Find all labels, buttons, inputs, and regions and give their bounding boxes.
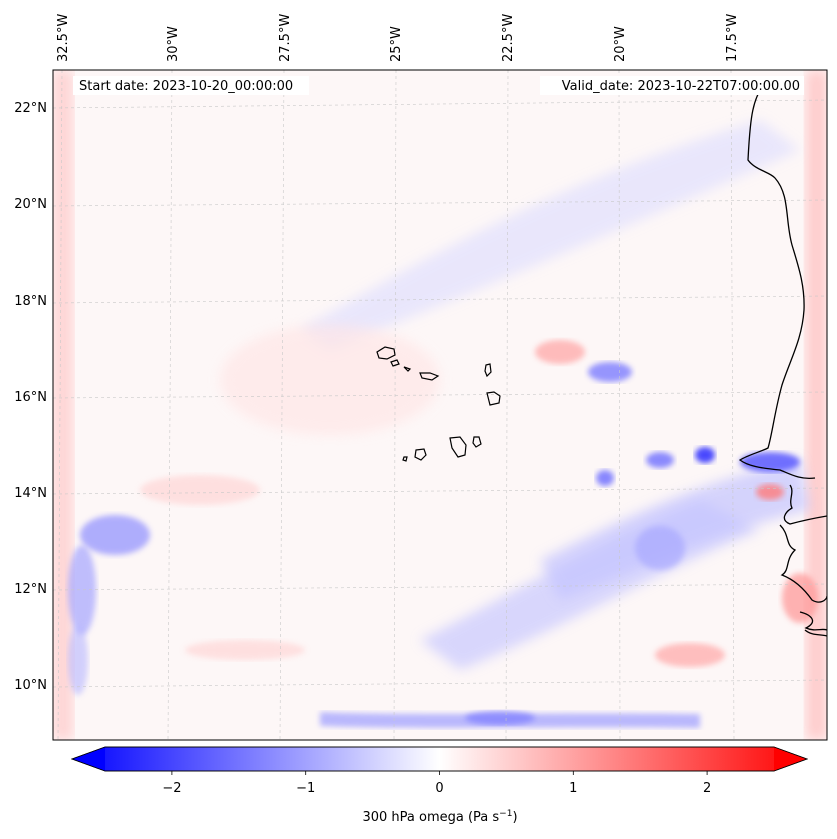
- lat-label: 18°N: [14, 294, 47, 309]
- lon-label: 25°W: [389, 26, 404, 62]
- latitude-labels: 22°N 20°N 18°N 16°N 14°N 12°N 10°N: [14, 101, 47, 693]
- lat-label: 20°N: [14, 197, 47, 212]
- map-frame: [52, 69, 828, 741]
- colorbar-tick-label: 2: [703, 781, 711, 796]
- start-label-box: [73, 76, 309, 95]
- valid-label-box: [540, 76, 804, 95]
- colorbar-tick-label: −1: [296, 781, 315, 796]
- lat-label: 14°N: [14, 486, 47, 501]
- lon-label: 32.5°W: [56, 14, 71, 62]
- colorbar-bar: [70, 746, 809, 772]
- valid-date-label: Valid_date: 2023-10-22T07:00:00.00: [562, 79, 800, 94]
- coastline: [738, 79, 827, 637]
- map-panel: Start date: 2023-10-20_00:00:00 Valid_da…: [52, 69, 828, 741]
- graticule: [53, 70, 827, 740]
- lon-label: 17.5°W: [725, 14, 740, 62]
- colorbar-label: 300 hPa omega (Pa s−1): [362, 809, 517, 825]
- colorbar-extend-min: [72, 747, 105, 771]
- cabo-verde-islands: [376, 346, 501, 462]
- lat-label: 12°N: [14, 582, 47, 597]
- colorbar-tick-label: 0: [435, 781, 443, 796]
- lon-label: 30°W: [166, 26, 181, 62]
- colorbar: −2 −1 0 1 2 300 hPa omega (Pa s−1): [70, 746, 809, 825]
- omega-field: [53, 70, 827, 740]
- colorbar-ticks: −2 −1 0 1 2: [162, 771, 711, 796]
- lon-label: 27.5°W: [278, 14, 293, 62]
- colorbar-tick-label: −2: [162, 781, 181, 796]
- colorbar-extend-max: [774, 747, 807, 771]
- lat-label: 10°N: [14, 678, 47, 693]
- start-date-label: Start date: 2023-10-20_00:00:00: [79, 79, 293, 94]
- lat-label: 16°N: [14, 390, 47, 405]
- lon-label: 22.5°W: [501, 14, 516, 62]
- longitude-labels: 32.5°W 30°W 27.5°W 25°W 22.5°W 20°W 17.5…: [56, 14, 740, 62]
- colorbar-tick-label: 1: [569, 781, 577, 796]
- lon-label: 20°W: [613, 26, 628, 62]
- lat-label: 22°N: [14, 101, 47, 116]
